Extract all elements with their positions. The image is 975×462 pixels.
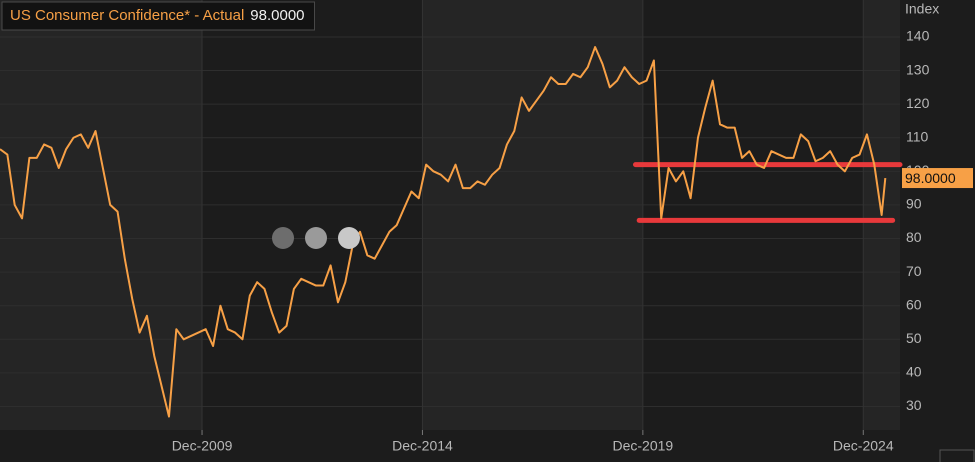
y-tick-label: 60: [906, 296, 922, 312]
y-axis-label: Index: [905, 1, 939, 17]
plot: 98.0000: [0, 46, 973, 418]
x-tick-label: Dec-2024: [833, 438, 894, 454]
y-tick-label: 80: [906, 229, 922, 245]
last-value-label: 98.0000: [905, 170, 956, 186]
x-tick-label: Dec-2009: [172, 438, 233, 454]
y-tick-label: 30: [906, 397, 922, 413]
legend-value: 98.0000: [250, 7, 304, 24]
grid: 30405060708090100110120130140Dec-2009Dec…: [0, 0, 930, 454]
y-tick-label: 130: [906, 61, 930, 77]
series-line: [0, 46, 887, 418]
y-tick-label: 110: [906, 128, 929, 144]
corner-button[interactable]: [939, 449, 975, 462]
loading-dot: [305, 227, 327, 249]
loading-dot: [272, 227, 294, 249]
loading-dot: [338, 227, 360, 249]
bands: [0, 0, 900, 430]
band: [0, 0, 203, 430]
band: [422, 0, 643, 430]
loading-indicator: [272, 227, 360, 249]
x-tick-label: Dec-2019: [613, 438, 674, 454]
legend: US Consumer Confidence* - Actual 98.0000: [1, 1, 316, 31]
legend-label: US Consumer Confidence* - Actual: [10, 7, 244, 24]
y-tick-label: 50: [906, 330, 922, 346]
y-tick-label: 140: [906, 28, 930, 44]
x-tick-label: Dec-2014: [392, 438, 453, 454]
y-tick-label: 40: [906, 364, 922, 380]
y-tick-label: 90: [906, 196, 922, 212]
y-tick-label: 70: [906, 263, 922, 279]
legend-box: [1, 1, 316, 31]
last-value-tag: [902, 168, 973, 189]
y-tick-label: 120: [906, 95, 930, 111]
